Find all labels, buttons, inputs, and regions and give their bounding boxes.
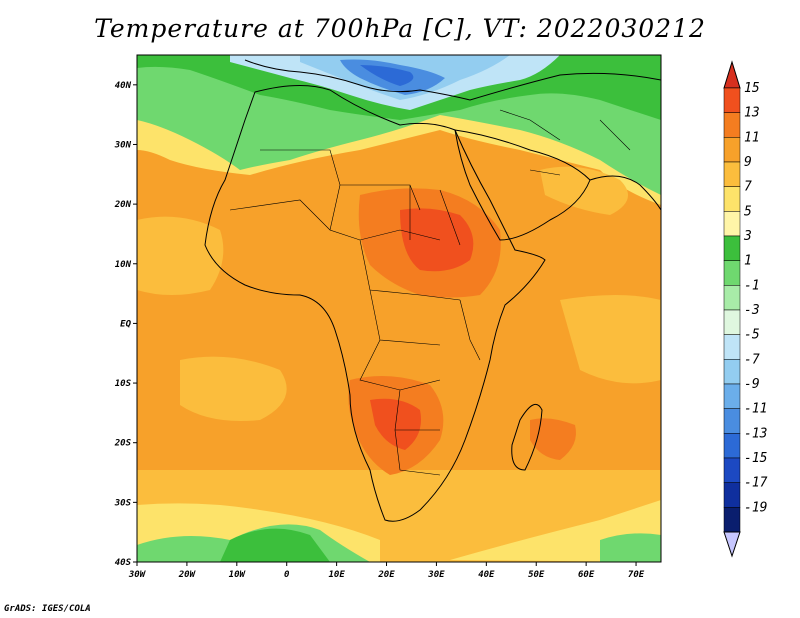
lon-tick-label: 30E — [427, 570, 445, 580]
lon-tick-label: 20W — [178, 570, 197, 580]
colorbar-swatch — [723, 211, 741, 237]
colorbar-swatch — [723, 309, 741, 335]
lat-tick-label: 40N — [115, 81, 132, 91]
colorbar-swatch — [723, 408, 741, 434]
colorbar-swatch — [723, 137, 741, 163]
lat-tick-label: EQ — [120, 319, 131, 329]
colorbar-label: -9 — [744, 377, 760, 392]
lon-tick-label: 50E — [528, 570, 545, 580]
lon-tick-label: 10W — [229, 570, 247, 580]
asia-coastline — [589, 175, 661, 211]
temperature-field — [137, 55, 661, 562]
colorbar-bottom-triangle — [723, 531, 741, 558]
colorbar-swatch — [723, 334, 741, 360]
colorbar-label: -3 — [744, 303, 760, 318]
colorbar-label: 1 — [744, 254, 752, 269]
colorbar-swatch — [723, 87, 741, 113]
colorbar-label: -11 — [744, 402, 767, 417]
lon-tick-label: 60E — [578, 570, 595, 580]
lon-tick-label: 20E — [377, 570, 395, 580]
longitude-axis: 30W 20W 10W 0 10E 20E 30E 40E 50E 60E 70E — [128, 562, 645, 580]
latitude-axis: 40N 30N 20N 10N EQ 10S 20S 30S 40S — [114, 81, 137, 568]
colorbar-label: -5 — [744, 328, 760, 343]
colorbar-swatch — [723, 260, 741, 286]
lat-tick-label: 40S — [115, 558, 132, 568]
chart-title: Temperature at 700hPa [C], VT: 202203021… — [94, 14, 706, 43]
colorbar-label: 9 — [744, 155, 752, 170]
colorbar-label: -15 — [744, 451, 768, 466]
colorbar-swatch — [723, 112, 741, 138]
colorbar-label: 3 — [743, 229, 752, 244]
lon-tick-label: 70E — [628, 570, 645, 580]
colorbar-label: 7 — [744, 180, 752, 195]
arabia-coastline — [454, 129, 591, 241]
colorbar-swatch — [723, 186, 741, 212]
colorbar-label: -1 — [744, 278, 760, 293]
colorbar-swatch — [723, 433, 741, 459]
lat-tick-label: 20N — [114, 200, 132, 210]
colorbar-label: -17 — [744, 476, 768, 491]
grads-credit: GrADS: IGES/COLA — [4, 604, 91, 614]
colorbar-swatch — [723, 359, 741, 385]
colorbar-swatch — [723, 507, 741, 533]
colorbar-swatch — [723, 235, 741, 261]
colorbar-top-triangle — [723, 60, 741, 89]
lat-tick-label: 30S — [114, 498, 132, 508]
lat-tick-label: 30N — [114, 140, 132, 150]
country-borders — [229, 109, 631, 476]
colorbar-label: -13 — [744, 426, 767, 441]
colorbar: 15 13 11 9 7 5 3 1 -1 -3 -5 -7 -9 -11 -13 -15 -17 -19 — [723, 60, 768, 558]
colorbar-label: 15 — [744, 81, 760, 96]
madagascar-coastline — [511, 403, 543, 471]
colorbar-label: 11 — [744, 130, 760, 145]
lon-tick-label: 10E — [328, 570, 345, 580]
colorbar-swatch — [723, 482, 741, 508]
colorbar-label: 13 — [744, 106, 760, 121]
colorbar-label: -19 — [744, 500, 767, 515]
colorbar-swatch — [723, 457, 741, 483]
map-frame — [136, 54, 662, 563]
africa-coastline — [204, 84, 546, 522]
colorbar-label: 5 — [744, 204, 752, 219]
colorbar-swatch — [723, 285, 741, 311]
lon-tick-label: 40E — [478, 570, 495, 580]
colorbar-label: -7 — [744, 352, 760, 367]
lon-tick-label: 0 — [284, 570, 290, 580]
lon-tick-label: 30W — [128, 570, 147, 580]
lat-tick-label: 20S — [114, 439, 132, 449]
lat-tick-label: 10S — [115, 379, 132, 389]
europe-coastline — [244, 59, 661, 101]
coastlines — [204, 59, 661, 522]
lat-tick-label: 10N — [115, 260, 132, 270]
colorbar-swatch — [723, 383, 741, 409]
colorbar-swatch — [723, 161, 741, 187]
